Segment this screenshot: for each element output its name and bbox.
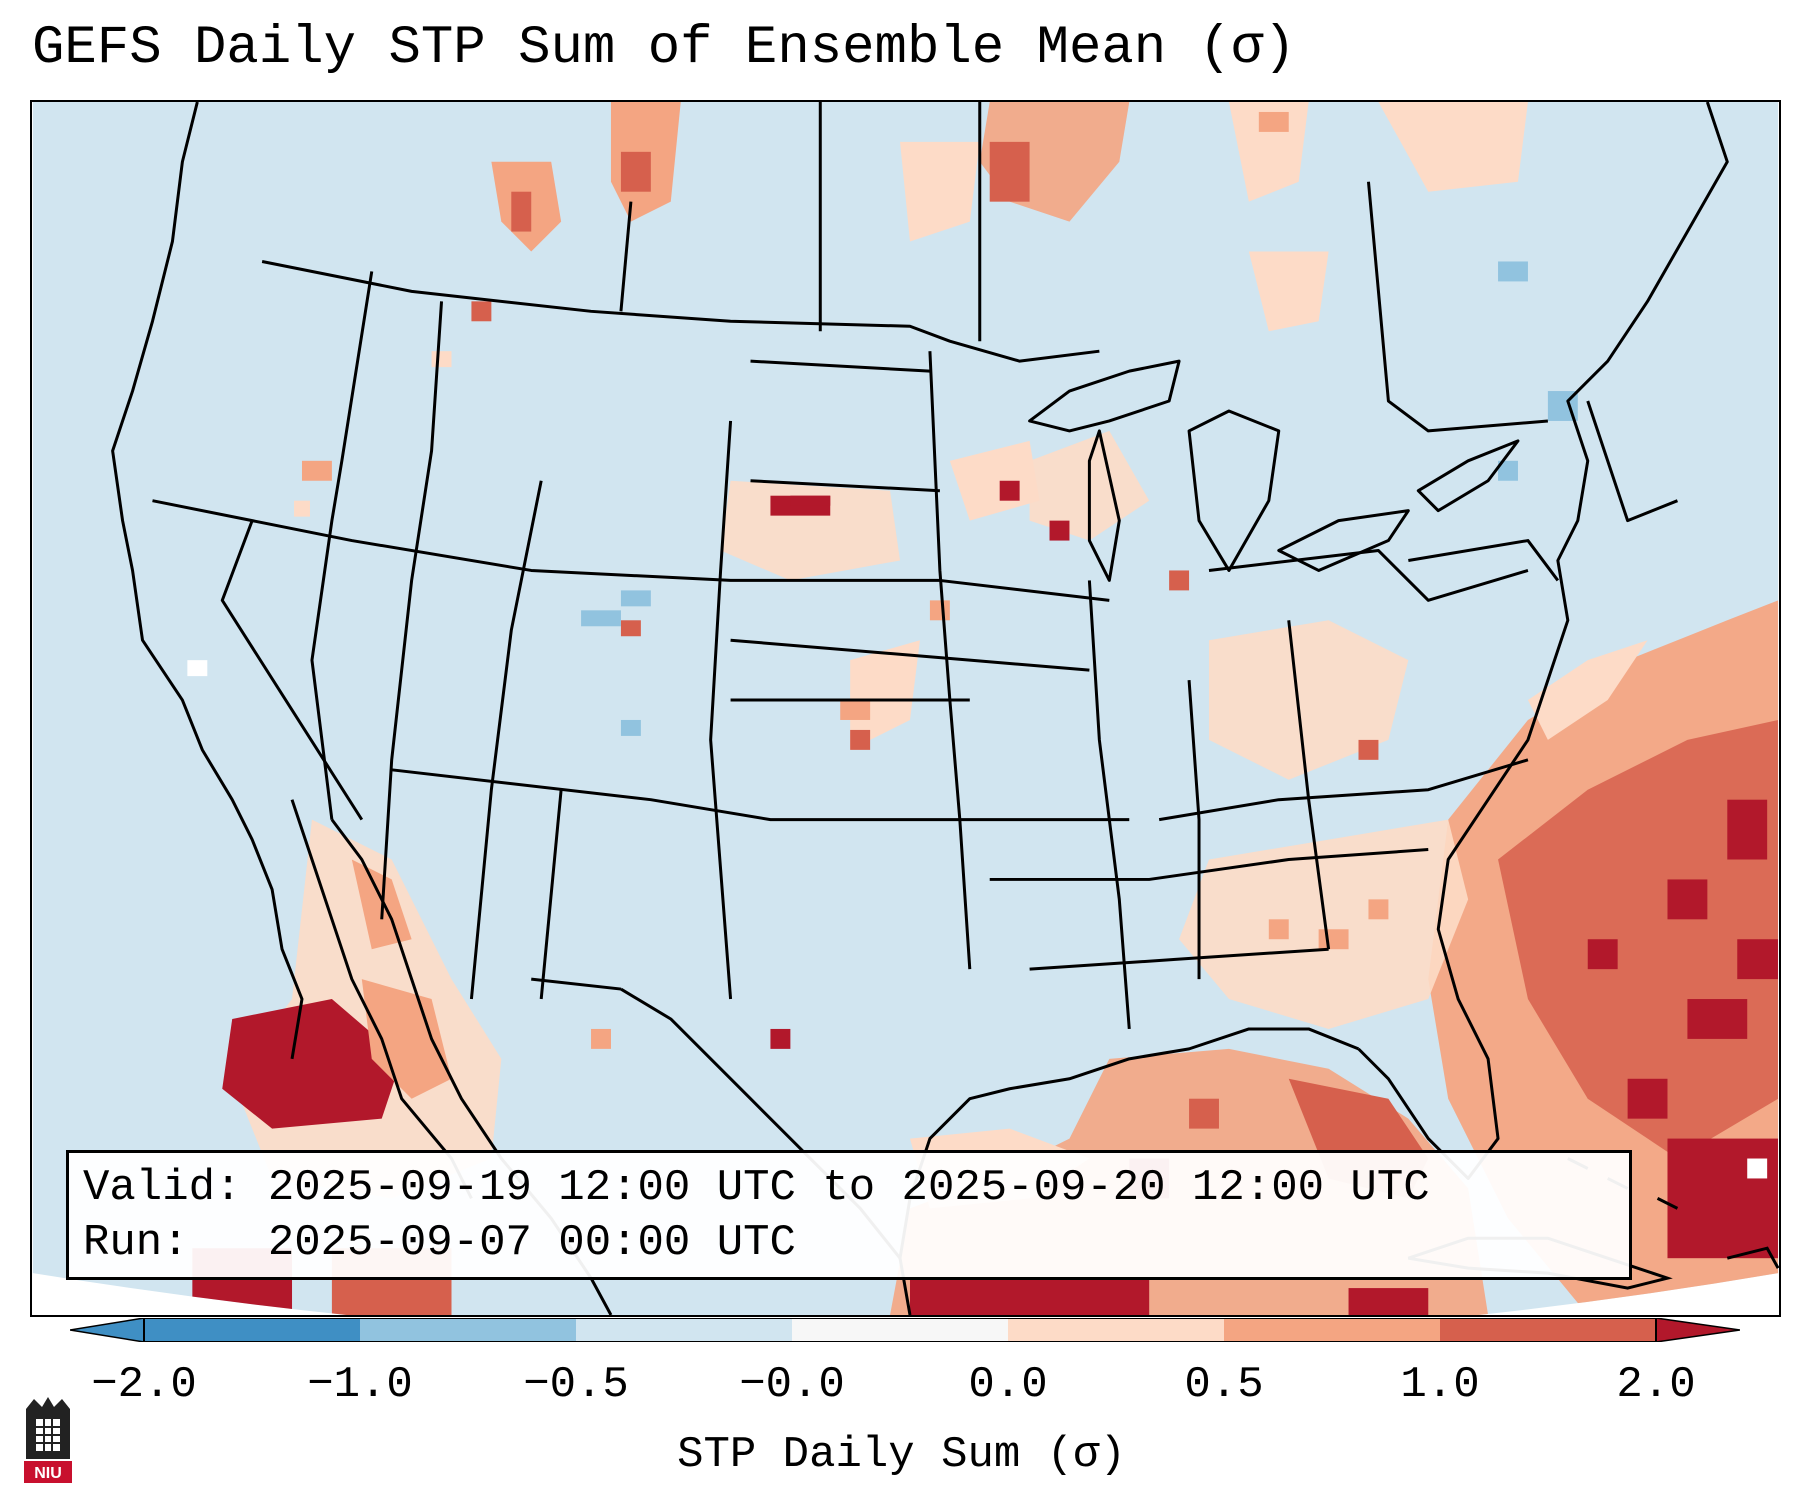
colorbar-ticks: −2.0 −1.0 −0.5 −0.0 0.0 0.5 1.0 2.0 <box>0 1360 1803 1410</box>
colorbar-bin-4 <box>792 1318 1008 1342</box>
map-panel <box>30 100 1781 1317</box>
chart-title: GEFS Daily STP Sum of Ensemble Mean (σ) <box>32 18 1296 79</box>
niu-logo-icon: NIU <box>24 1397 72 1483</box>
colorbar <box>70 1318 1740 1342</box>
colorbar-extend-low <box>70 1318 145 1342</box>
scattered-cells <box>187 261 1768 1179</box>
colorbar-tick: −0.5 <box>523 1360 629 1410</box>
colorbar-tick: −2.0 <box>91 1360 197 1410</box>
colorbar-tick: 0.5 <box>1184 1360 1264 1410</box>
colorbar-bin-2 <box>360 1318 576 1342</box>
anomaly-layer <box>187 102 1779 1315</box>
run-row: Run: 2025-09-07 00:00 UTC <box>83 1216 1615 1271</box>
run-label: Run: <box>83 1218 189 1268</box>
colorbar-bin-6 <box>1224 1318 1440 1342</box>
run-value: 2025-09-07 00:00 UTC <box>267 1218 796 1268</box>
colorbar-tick: 0.0 <box>968 1360 1048 1410</box>
colorbar-bin-1 <box>144 1318 360 1342</box>
southeast-anomaly <box>1179 819 1469 1029</box>
valid-row: Valid: 2025-09-19 12:00 UTC to 2025-09-2… <box>83 1161 1615 1216</box>
colorbar-tick: 1.0 <box>1400 1360 1480 1410</box>
valid-label: Valid: <box>83 1163 242 1213</box>
colorbar-label: STP Daily Sum (σ) <box>677 1430 1126 1480</box>
valid-value: 2025-09-19 12:00 UTC to 2025-09-20 12:00… <box>267 1163 1430 1213</box>
atlantic-anomaly <box>1428 600 1779 1315</box>
map-canvas <box>32 102 1779 1315</box>
colorbar-tick: 2.0 <box>1616 1360 1696 1410</box>
northern-anomaly <box>491 102 1528 521</box>
colorbar-tick: −1.0 <box>307 1360 413 1410</box>
colorbar-extend-high <box>1655 1318 1740 1342</box>
logo-text: NIU <box>34 1465 62 1482</box>
valid-run-info-box: Valid: 2025-09-19 12:00 UTC to 2025-09-2… <box>66 1150 1632 1280</box>
west-coastline <box>111 102 304 1060</box>
colorbar-bin-7 <box>1440 1318 1656 1342</box>
central-plains-anomaly <box>720 480 950 750</box>
colorbar-bin-5 <box>1008 1318 1224 1342</box>
colorbar-bin-3 <box>576 1318 792 1342</box>
colorbar-tick: −0.0 <box>739 1360 845 1410</box>
